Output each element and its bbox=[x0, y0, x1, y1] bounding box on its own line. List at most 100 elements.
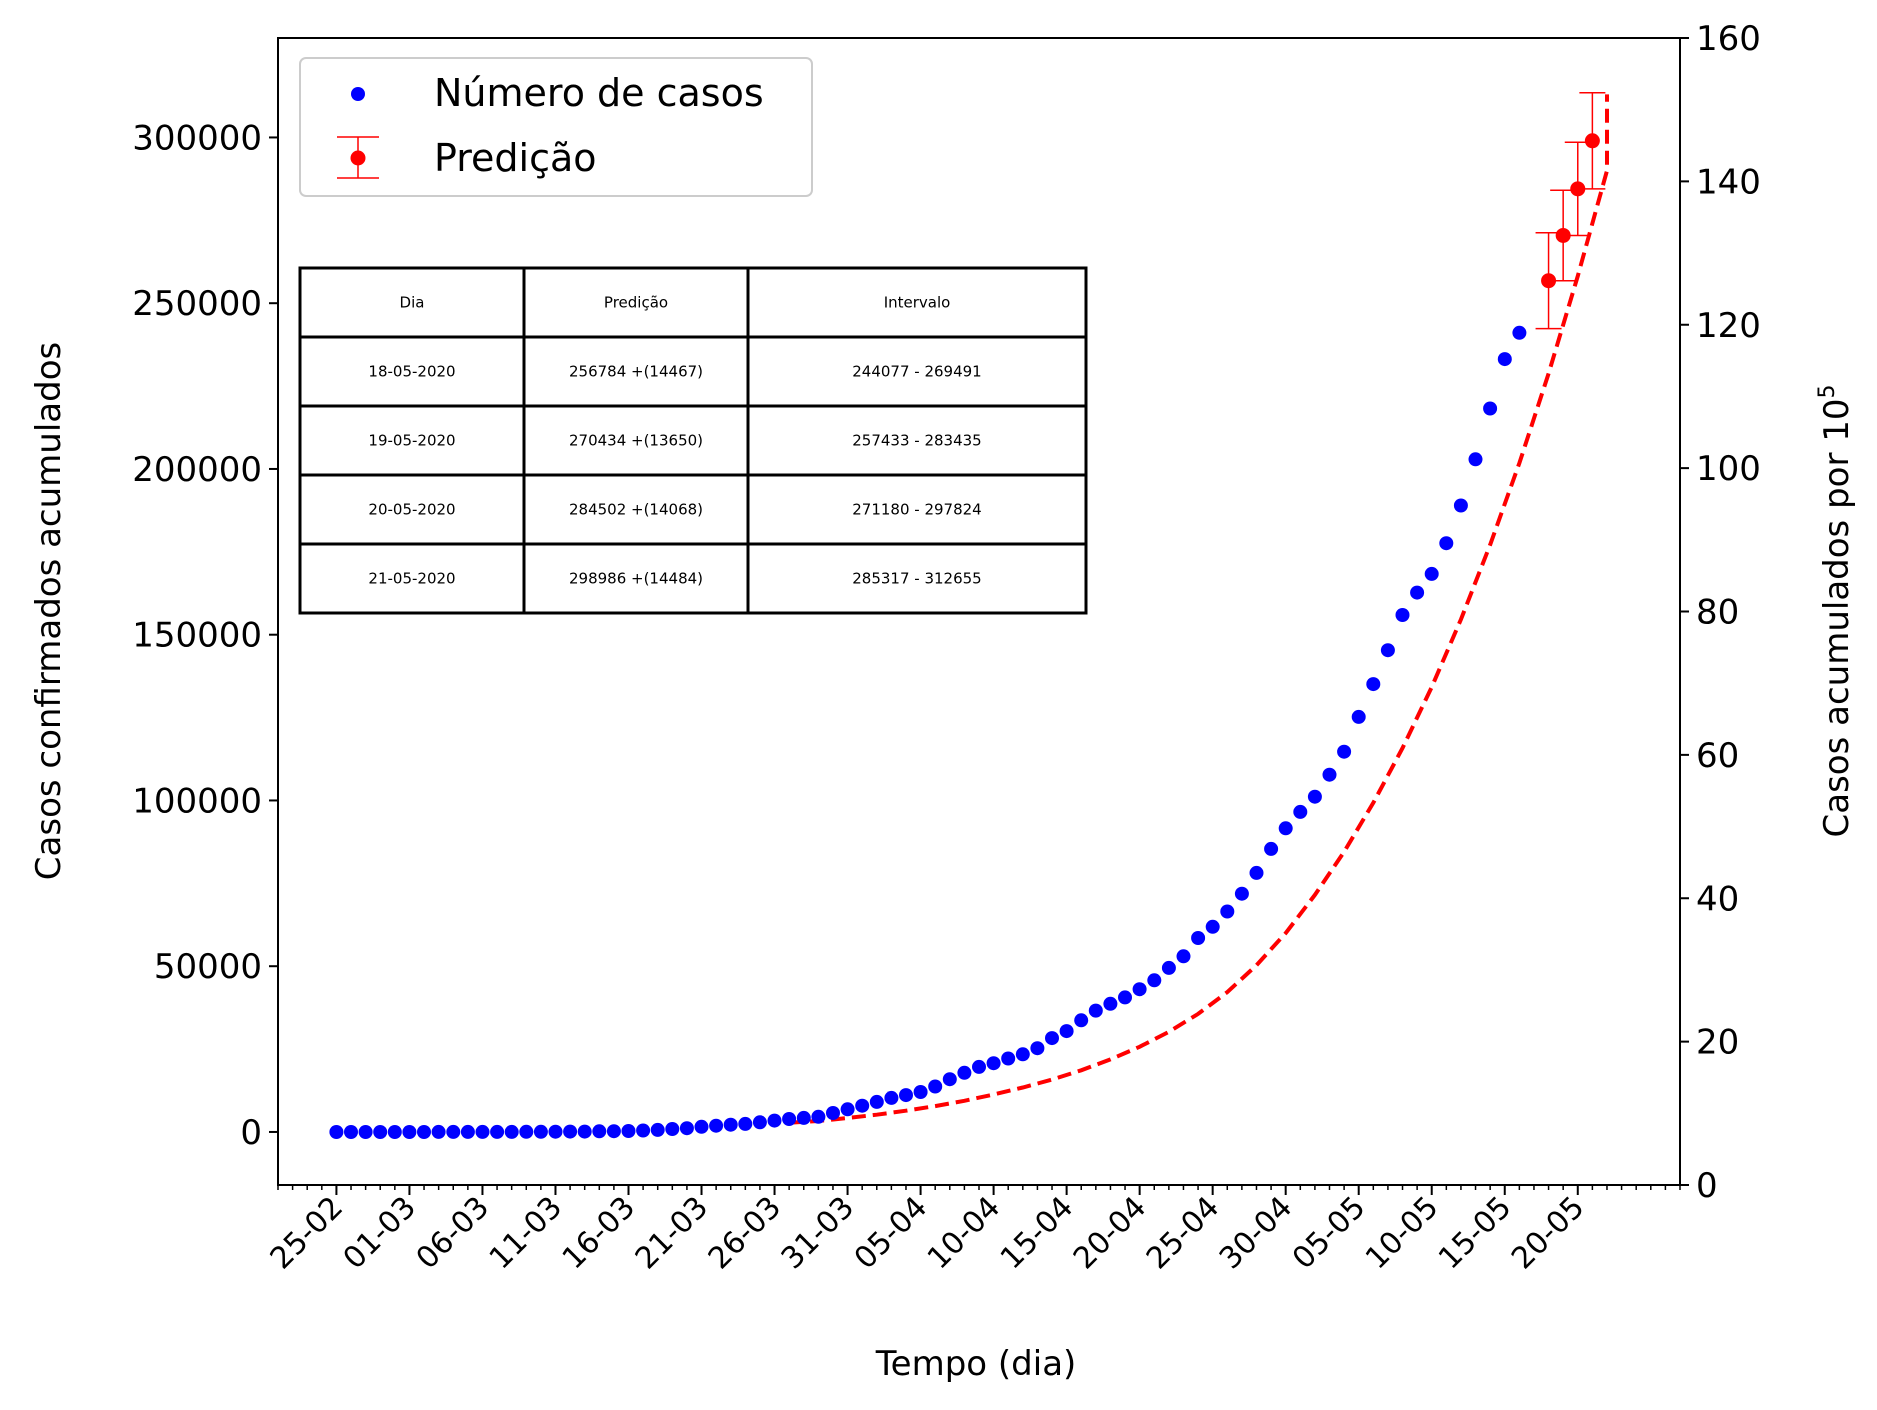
data-point bbox=[665, 1122, 680, 1136]
y-tick-label: 50000 bbox=[154, 947, 262, 987]
data-point bbox=[1439, 536, 1454, 551]
data-point bbox=[1497, 352, 1512, 367]
legend-label-observed: Número de casos bbox=[434, 71, 764, 115]
data-point bbox=[1015, 1047, 1030, 1062]
y-axis-label: Casos confirmados acumulados bbox=[29, 342, 69, 880]
data-point bbox=[1045, 1031, 1059, 1046]
data-point bbox=[1161, 960, 1176, 975]
data-point bbox=[490, 1124, 505, 1139]
prediction-table: Dia Predição Intervalo 18-05-2020 256784 +(1… bbox=[298, 266, 1088, 615]
data-point bbox=[1410, 585, 1425, 600]
data-point bbox=[723, 1117, 738, 1132]
data-point bbox=[577, 1124, 592, 1139]
y-tick-label: 150000 bbox=[132, 616, 262, 656]
table-cell: 298986 +(14484) bbox=[569, 570, 703, 588]
y-tick-label: 300000 bbox=[132, 118, 262, 158]
data-point bbox=[1380, 643, 1395, 658]
data-point bbox=[1424, 566, 1439, 581]
legend: Número de casos Predição bbox=[299, 57, 813, 197]
data-point bbox=[358, 1125, 373, 1139]
data-marks bbox=[329, 92, 1609, 1139]
data-point bbox=[826, 1106, 840, 1120]
legend-marker-observed bbox=[351, 87, 365, 101]
data-point bbox=[1453, 498, 1468, 513]
data-point bbox=[650, 1122, 665, 1137]
data-point bbox=[899, 1088, 913, 1103]
table-cell: 257433 - 283435 bbox=[852, 432, 981, 450]
data-point bbox=[1118, 990, 1132, 1005]
data-point bbox=[811, 1109, 826, 1124]
table-header-cell: Dia bbox=[400, 294, 425, 312]
data-point bbox=[913, 1085, 928, 1099]
data-point bbox=[504, 1124, 519, 1139]
data-point bbox=[884, 1090, 899, 1105]
y2-axis-label: Casos acumulados por 105 bbox=[1815, 385, 1857, 838]
y2-tick-label: 40 bbox=[1696, 879, 1739, 919]
data-point bbox=[986, 1056, 1001, 1071]
table-cell: 21-05-2020 bbox=[368, 570, 455, 588]
data-point bbox=[855, 1098, 870, 1113]
data-point bbox=[709, 1118, 724, 1133]
y2-axis-label-exponent: 5 bbox=[1815, 385, 1840, 399]
table-frame bbox=[298, 266, 1088, 615]
legend-marker-prediction bbox=[350, 150, 366, 166]
table-header-cell: Predição bbox=[604, 294, 668, 312]
data-point bbox=[387, 1125, 402, 1139]
table-header-cell: Intervalo bbox=[884, 294, 951, 312]
data-point bbox=[1278, 821, 1293, 836]
table-cell: 18-05-2020 bbox=[368, 363, 455, 381]
legend-box bbox=[299, 57, 813, 197]
data-point bbox=[621, 1124, 636, 1138]
data-point bbox=[1249, 865, 1264, 880]
data-point bbox=[1191, 931, 1206, 945]
data-point bbox=[1307, 789, 1322, 804]
table-cell: 19-05-2020 bbox=[368, 432, 455, 450]
data-point bbox=[694, 1119, 709, 1134]
y-tick-label: 200000 bbox=[132, 450, 262, 490]
data-point bbox=[1132, 982, 1147, 997]
y2-axis-label-text: Casos acumulados por 10 bbox=[1817, 399, 1857, 838]
data-point bbox=[928, 1079, 943, 1094]
data-point bbox=[548, 1124, 563, 1139]
data-point bbox=[1220, 904, 1235, 919]
data-point bbox=[796, 1110, 811, 1125]
data-point bbox=[957, 1065, 972, 1080]
data-point bbox=[329, 1125, 344, 1139]
y-tick-label: 250000 bbox=[132, 284, 262, 324]
data-point bbox=[767, 1113, 782, 1128]
data-point bbox=[972, 1059, 986, 1074]
y2-tick-label: 100 bbox=[1696, 449, 1761, 489]
y-tick-label: 100000 bbox=[132, 781, 262, 821]
table-cell: 20-05-2020 bbox=[368, 501, 455, 519]
y2-tick-label: 60 bbox=[1696, 736, 1739, 776]
fit-curve bbox=[788, 94, 1609, 1125]
data-point bbox=[606, 1124, 621, 1139]
data-point bbox=[1234, 886, 1249, 901]
data-point bbox=[1337, 744, 1352, 759]
x-axis-label: Tempo (dia) bbox=[875, 1344, 1077, 1384]
data-point bbox=[1512, 325, 1527, 340]
data-point bbox=[446, 1124, 461, 1139]
y2-tick-label: 140 bbox=[1696, 162, 1761, 202]
data-point bbox=[942, 1072, 957, 1087]
data-point bbox=[592, 1124, 607, 1139]
table-cell: 271180 - 297824 bbox=[852, 501, 981, 519]
y2-tick-label: 120 bbox=[1696, 306, 1761, 346]
data-point bbox=[1351, 709, 1366, 724]
y2-tick-label: 0 bbox=[1696, 1166, 1718, 1206]
prediction-point bbox=[1555, 227, 1571, 243]
y-tick-label: 0 bbox=[240, 1113, 262, 1153]
y2-tick-label: 20 bbox=[1696, 1023, 1739, 1063]
data-point bbox=[402, 1125, 417, 1139]
table-cell: 244077 - 269491 bbox=[852, 363, 981, 381]
data-point bbox=[1074, 1013, 1089, 1028]
y2-tick-label: 80 bbox=[1696, 593, 1739, 633]
data-point bbox=[519, 1124, 534, 1139]
data-point bbox=[417, 1125, 431, 1139]
data-point bbox=[752, 1115, 767, 1130]
data-point bbox=[1088, 1003, 1103, 1018]
data-point bbox=[1366, 677, 1381, 692]
data-point bbox=[1205, 919, 1220, 934]
